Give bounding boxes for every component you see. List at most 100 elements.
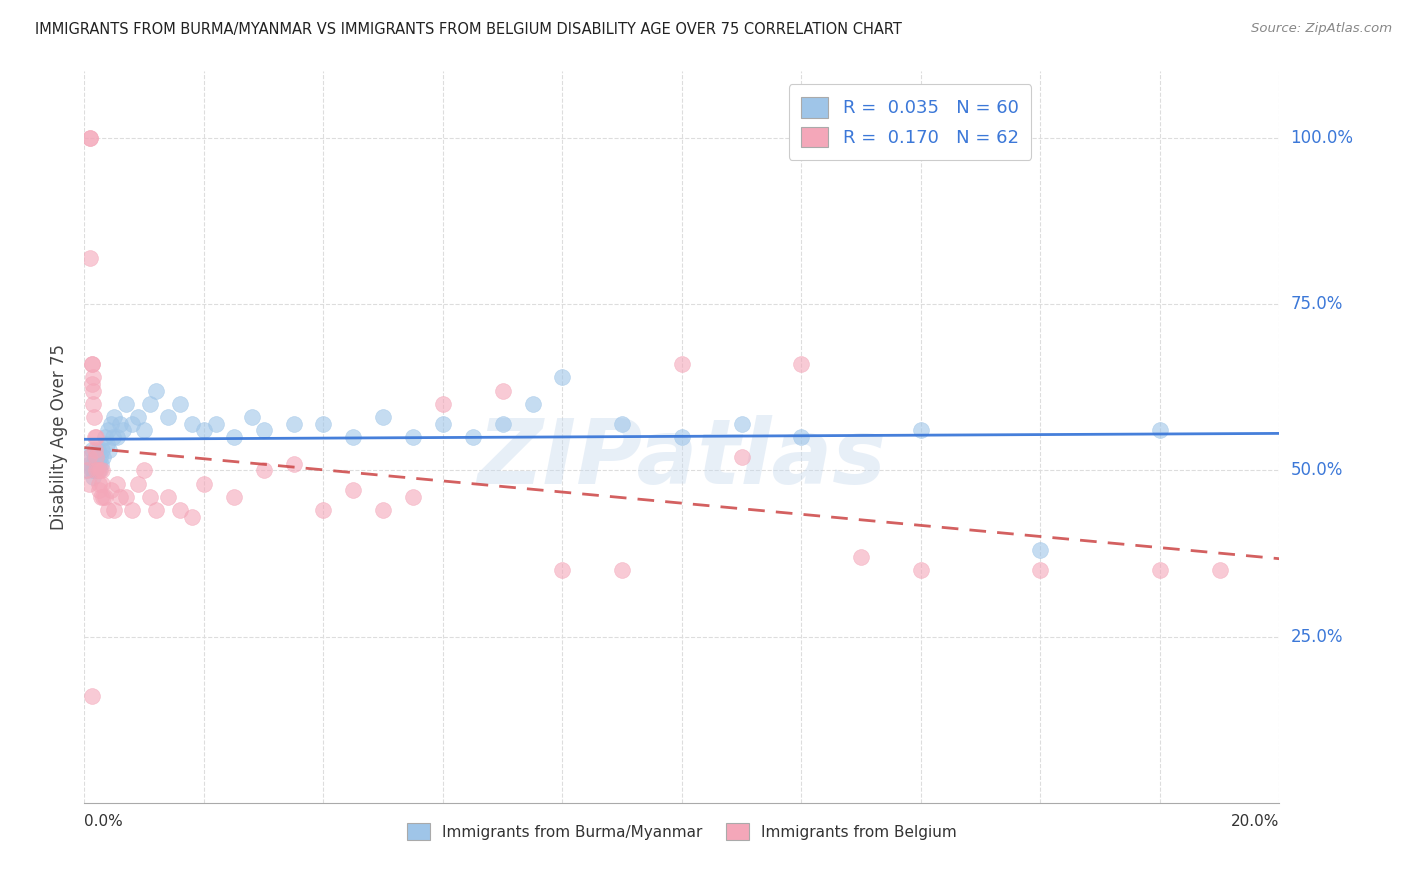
Point: [96, 436, 118, 450]
Point: [222, 490, 245, 504]
Point: [82, 357, 104, 371]
Point: [90, 457, 112, 471]
Point: [84, 443, 107, 458]
Point: [115, 397, 138, 411]
Legend: Immigrants from Burma/Myanmar, Immigrants from Belgium: Immigrants from Burma/Myanmar, Immigrant…: [401, 816, 963, 847]
Point: [80, 463, 103, 477]
Text: 25.0%: 25.0%: [1291, 628, 1343, 646]
Text: IMMIGRANTS FROM BURMA/MYANMAR VS IMMIGRANTS FROM BELGIUM DISABILITY AGE OVER 75 : IMMIGRANTS FROM BURMA/MYANMAR VS IMMIGRA…: [35, 22, 903, 37]
Point: [492, 417, 515, 431]
Point: [82, 384, 104, 398]
Point: [89, 483, 111, 498]
Point: [145, 384, 167, 398]
Point: [522, 397, 544, 411]
Point: [89, 450, 111, 464]
Point: [671, 357, 693, 371]
Point: [100, 483, 122, 498]
Point: [82, 397, 104, 411]
Point: [731, 450, 754, 464]
Text: Source: ZipAtlas.com: Source: ZipAtlas.com: [1251, 22, 1392, 36]
Point: [1029, 543, 1052, 558]
Point: [492, 384, 515, 398]
Point: [910, 424, 932, 438]
Point: [139, 397, 162, 411]
Point: [94, 490, 117, 504]
Point: [83, 430, 105, 444]
Point: [87, 476, 110, 491]
Text: 50.0%: 50.0%: [1291, 461, 1343, 479]
Point: [103, 503, 125, 517]
Point: [97, 503, 120, 517]
Point: [87, 457, 110, 471]
Point: [91, 476, 114, 491]
Point: [127, 476, 149, 491]
Point: [112, 424, 135, 438]
Point: [89, 463, 111, 477]
Point: [169, 503, 191, 517]
Point: [77, 450, 100, 464]
Point: [80, 376, 103, 391]
Point: [312, 503, 335, 517]
Point: [342, 483, 364, 498]
Point: [77, 476, 100, 491]
Point: [283, 457, 305, 471]
Point: [432, 397, 454, 411]
Point: [91, 463, 114, 477]
Point: [145, 503, 167, 517]
Point: [551, 563, 574, 577]
Point: [91, 443, 114, 458]
Point: [110, 417, 132, 431]
Point: [193, 476, 215, 491]
Point: [82, 370, 104, 384]
Point: [402, 490, 425, 504]
Point: [82, 470, 104, 484]
Point: [76, 463, 98, 477]
Text: 75.0%: 75.0%: [1291, 295, 1343, 313]
Point: [612, 563, 634, 577]
Point: [83, 450, 105, 464]
Point: [89, 463, 111, 477]
Point: [84, 430, 107, 444]
Point: [101, 430, 124, 444]
Point: [132, 463, 156, 477]
Point: [115, 490, 138, 504]
Point: [1029, 563, 1052, 577]
Point: [79, 251, 101, 265]
Point: [1149, 424, 1171, 438]
Point: [1149, 563, 1171, 577]
Point: [132, 424, 156, 438]
Point: [851, 549, 873, 564]
Point: [157, 490, 180, 504]
Point: [79, 131, 101, 145]
Point: [76, 463, 98, 477]
Point: [80, 690, 103, 704]
Point: [97, 424, 120, 438]
Point: [93, 450, 115, 464]
Point: [90, 490, 112, 504]
Point: [222, 430, 245, 444]
Point: [253, 463, 276, 477]
Point: [86, 450, 108, 464]
Point: [98, 443, 121, 458]
Point: [127, 410, 149, 425]
Point: [86, 443, 108, 458]
Point: [181, 417, 204, 431]
Point: [80, 357, 103, 371]
Point: [1209, 563, 1232, 577]
Point: [86, 450, 108, 464]
Point: [84, 457, 107, 471]
Point: [110, 490, 132, 504]
Point: [79, 457, 101, 471]
Point: [103, 410, 125, 425]
Point: [77, 450, 100, 464]
Point: [86, 463, 108, 477]
Point: [93, 490, 115, 504]
Point: [342, 430, 364, 444]
Point: [105, 430, 128, 444]
Point: [240, 410, 263, 425]
Point: [671, 430, 693, 444]
Point: [169, 397, 191, 411]
Point: [100, 417, 122, 431]
Point: [373, 503, 395, 517]
Point: [551, 370, 574, 384]
